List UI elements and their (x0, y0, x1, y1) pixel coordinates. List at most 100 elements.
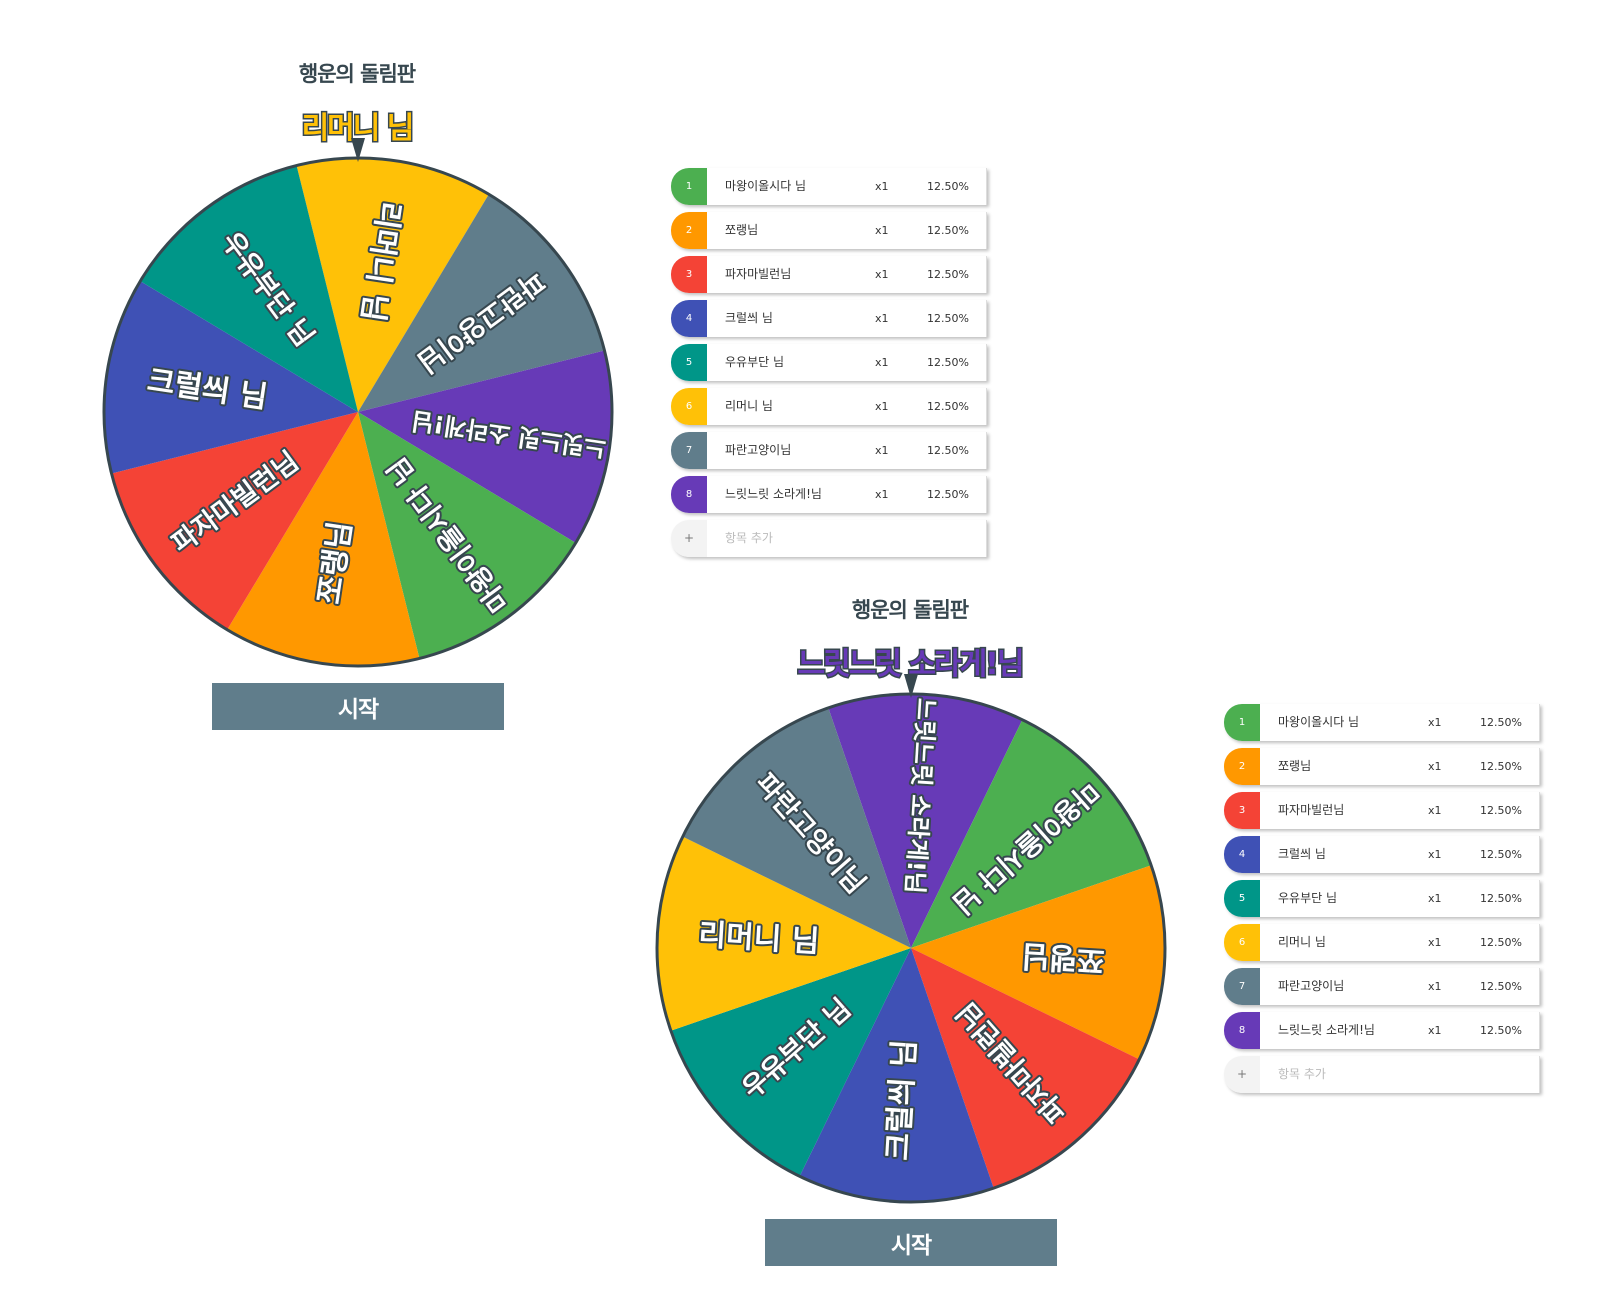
item-number-badge: 8 (1224, 1012, 1260, 1049)
item-percent: 12.50% (927, 312, 969, 325)
slice-label: 리머니 님 (697, 918, 820, 960)
list-item[interactable]: 7 파란고양이님 x1 12.50% (671, 432, 987, 469)
item-name[interactable]: 크럴씌 님 (725, 311, 773, 325)
item-percent: 12.50% (1480, 760, 1522, 773)
item-weight[interactable]: x1 (1428, 848, 1442, 861)
pointer-icon (351, 138, 365, 162)
item-percent: 12.50% (1480, 980, 1522, 993)
item-weight[interactable]: x1 (1428, 716, 1442, 729)
list-item[interactable]: 7 파란고양이님 x1 12.50% (1224, 968, 1540, 1005)
wheel-slice (104, 281, 358, 474)
item-number-badge: 7 (1224, 968, 1260, 1005)
item-weight[interactable]: x1 (1428, 1024, 1442, 1037)
add-item-row[interactable]: + 항목 추가 (671, 520, 987, 557)
item-number-badge: 4 (671, 300, 707, 337)
wheel-slice (140, 165, 358, 412)
item-name[interactable]: 파란고양이님 (1278, 979, 1345, 993)
list-item[interactable]: 1 마왕이올시다 님 x1 12.50% (1224, 704, 1540, 741)
item-name[interactable]: 쪼랭님 (725, 223, 759, 237)
wheel-slice (358, 412, 576, 659)
list-item[interactable]: 8 느릿느릿 소라게!님 x1 12.50% (1224, 1012, 1540, 1049)
slice-label: 크럴씌 님 (881, 1039, 923, 1162)
add-item-input[interactable]: 항목 추가 (1278, 1067, 1326, 1081)
item-number-badge: 7 (671, 432, 707, 469)
item-weight[interactable]: x1 (875, 488, 889, 501)
item-weight[interactable]: x1 (1428, 804, 1442, 817)
wheel-slice (657, 836, 911, 1031)
item-percent: 12.50% (927, 180, 969, 193)
wheel-slice (111, 412, 358, 630)
start-button[interactable]: 시작 (212, 683, 504, 730)
add-item-input[interactable]: 항목 추가 (725, 531, 773, 545)
list-item[interactable]: 1 마왕이올시다 님 x1 12.50% (671, 168, 987, 205)
wheel-slice (911, 865, 1165, 1060)
wheel-title: 행운의 돌림판 (851, 598, 969, 622)
list-item[interactable]: 5 우유부단 님 x1 12.50% (671, 344, 987, 381)
item-percent: 12.50% (927, 444, 969, 457)
wheel-slice (670, 948, 911, 1177)
item-name[interactable]: 리머니 님 (725, 399, 773, 413)
item-number-badge: 1 (1224, 704, 1260, 741)
item-weight[interactable]: x1 (1428, 980, 1442, 993)
add-icon[interactable]: + (671, 520, 707, 557)
list-item[interactable]: 6 리머니 님 x1 12.50% (671, 388, 987, 425)
item-weight[interactable]: x1 (875, 356, 889, 369)
item-weight[interactable]: x1 (875, 312, 889, 325)
item-weight[interactable]: x1 (1428, 936, 1442, 949)
item-weight[interactable]: x1 (875, 444, 889, 457)
item-name[interactable]: 파자마빌런님 (725, 267, 792, 281)
add-icon[interactable]: + (1224, 1056, 1260, 1093)
item-percent: 12.50% (1480, 1024, 1522, 1037)
list-item[interactable]: 5 우유부단 님 x1 12.50% (1224, 880, 1540, 917)
item-name[interactable]: 리머니 님 (1278, 935, 1326, 949)
item-name[interactable]: 파란고양이님 (725, 443, 792, 457)
item-name[interactable]: 느릿느릿 소라게!님 (1278, 1023, 1375, 1037)
wheel-slice (296, 158, 489, 412)
item-name[interactable]: 파자마빌런님 (1278, 803, 1345, 817)
wheel-slice (227, 412, 420, 666)
item-number-badge: 3 (671, 256, 707, 293)
item-weight[interactable]: x1 (875, 224, 889, 237)
wheel-slice (799, 948, 994, 1202)
list-item[interactable]: 2 쪼랭님 x1 12.50% (671, 212, 987, 249)
item-name[interactable]: 우유부단 님 (1278, 891, 1338, 905)
list-item[interactable]: 4 크럴씌 님 x1 12.50% (671, 300, 987, 337)
list-item[interactable]: 3 파자마빌런님 x1 12.50% (671, 256, 987, 293)
item-weight[interactable]: x1 (875, 400, 889, 413)
item-percent: 12.50% (927, 224, 969, 237)
item-weight[interactable]: x1 (1428, 892, 1442, 905)
item-number-badge: 6 (1224, 924, 1260, 961)
add-item-row[interactable]: + 항목 추가 (1224, 1056, 1540, 1093)
item-name[interactable]: 마왕이올시다 님 (1278, 715, 1360, 729)
item-name[interactable]: 느릿느릿 소라게!님 (725, 487, 822, 501)
item-percent: 12.50% (927, 356, 969, 369)
item-weight[interactable]: x1 (875, 268, 889, 281)
item-number-badge: 8 (671, 476, 707, 513)
item-weight[interactable]: x1 (875, 180, 889, 193)
item-number-badge: 6 (671, 388, 707, 425)
item-name[interactable]: 크럴씌 님 (1278, 847, 1326, 861)
item-number-badge: 5 (1224, 880, 1260, 917)
item-number-badge: 2 (1224, 748, 1260, 785)
list-item[interactable]: 4 크럴씌 님 x1 12.50% (1224, 836, 1540, 873)
list-item[interactable]: 2 쪼랭님 x1 12.50% (1224, 748, 1540, 785)
item-name[interactable]: 우유부단 님 (725, 355, 785, 369)
pointer-icon (904, 674, 918, 698)
list-item[interactable]: 8 느릿느릿 소라게!님 x1 12.50% (671, 476, 987, 513)
item-name[interactable]: 쪼랭님 (1278, 759, 1312, 773)
item-percent: 12.50% (927, 488, 969, 501)
wheel-slice (911, 948, 1140, 1189)
item-list: 1 마왕이올시다 님 x1 12.50% 2 쪼랭님 x1 12.50% 3 파자마빌런님 x1 12… (671, 168, 987, 564)
item-name[interactable]: 마왕이올시다 님 (725, 179, 807, 193)
list-item[interactable]: 6 리머니 님 x1 12.50% (1224, 924, 1540, 961)
item-percent: 12.50% (927, 268, 969, 281)
list-item[interactable]: 3 파자마빌런님 x1 12.50% (1224, 792, 1540, 829)
item-list: 1 마왕이올시다 님 x1 12.50% 2 쪼랭님 x1 12.50% 3 파자마빌런님 x1 12… (1224, 704, 1540, 1100)
wheel-slice (828, 694, 1023, 948)
start-button[interactable]: 시작 (765, 1219, 1057, 1266)
item-number-badge: 4 (1224, 836, 1260, 873)
item-percent: 12.50% (1480, 892, 1522, 905)
item-weight[interactable]: x1 (1428, 760, 1442, 773)
